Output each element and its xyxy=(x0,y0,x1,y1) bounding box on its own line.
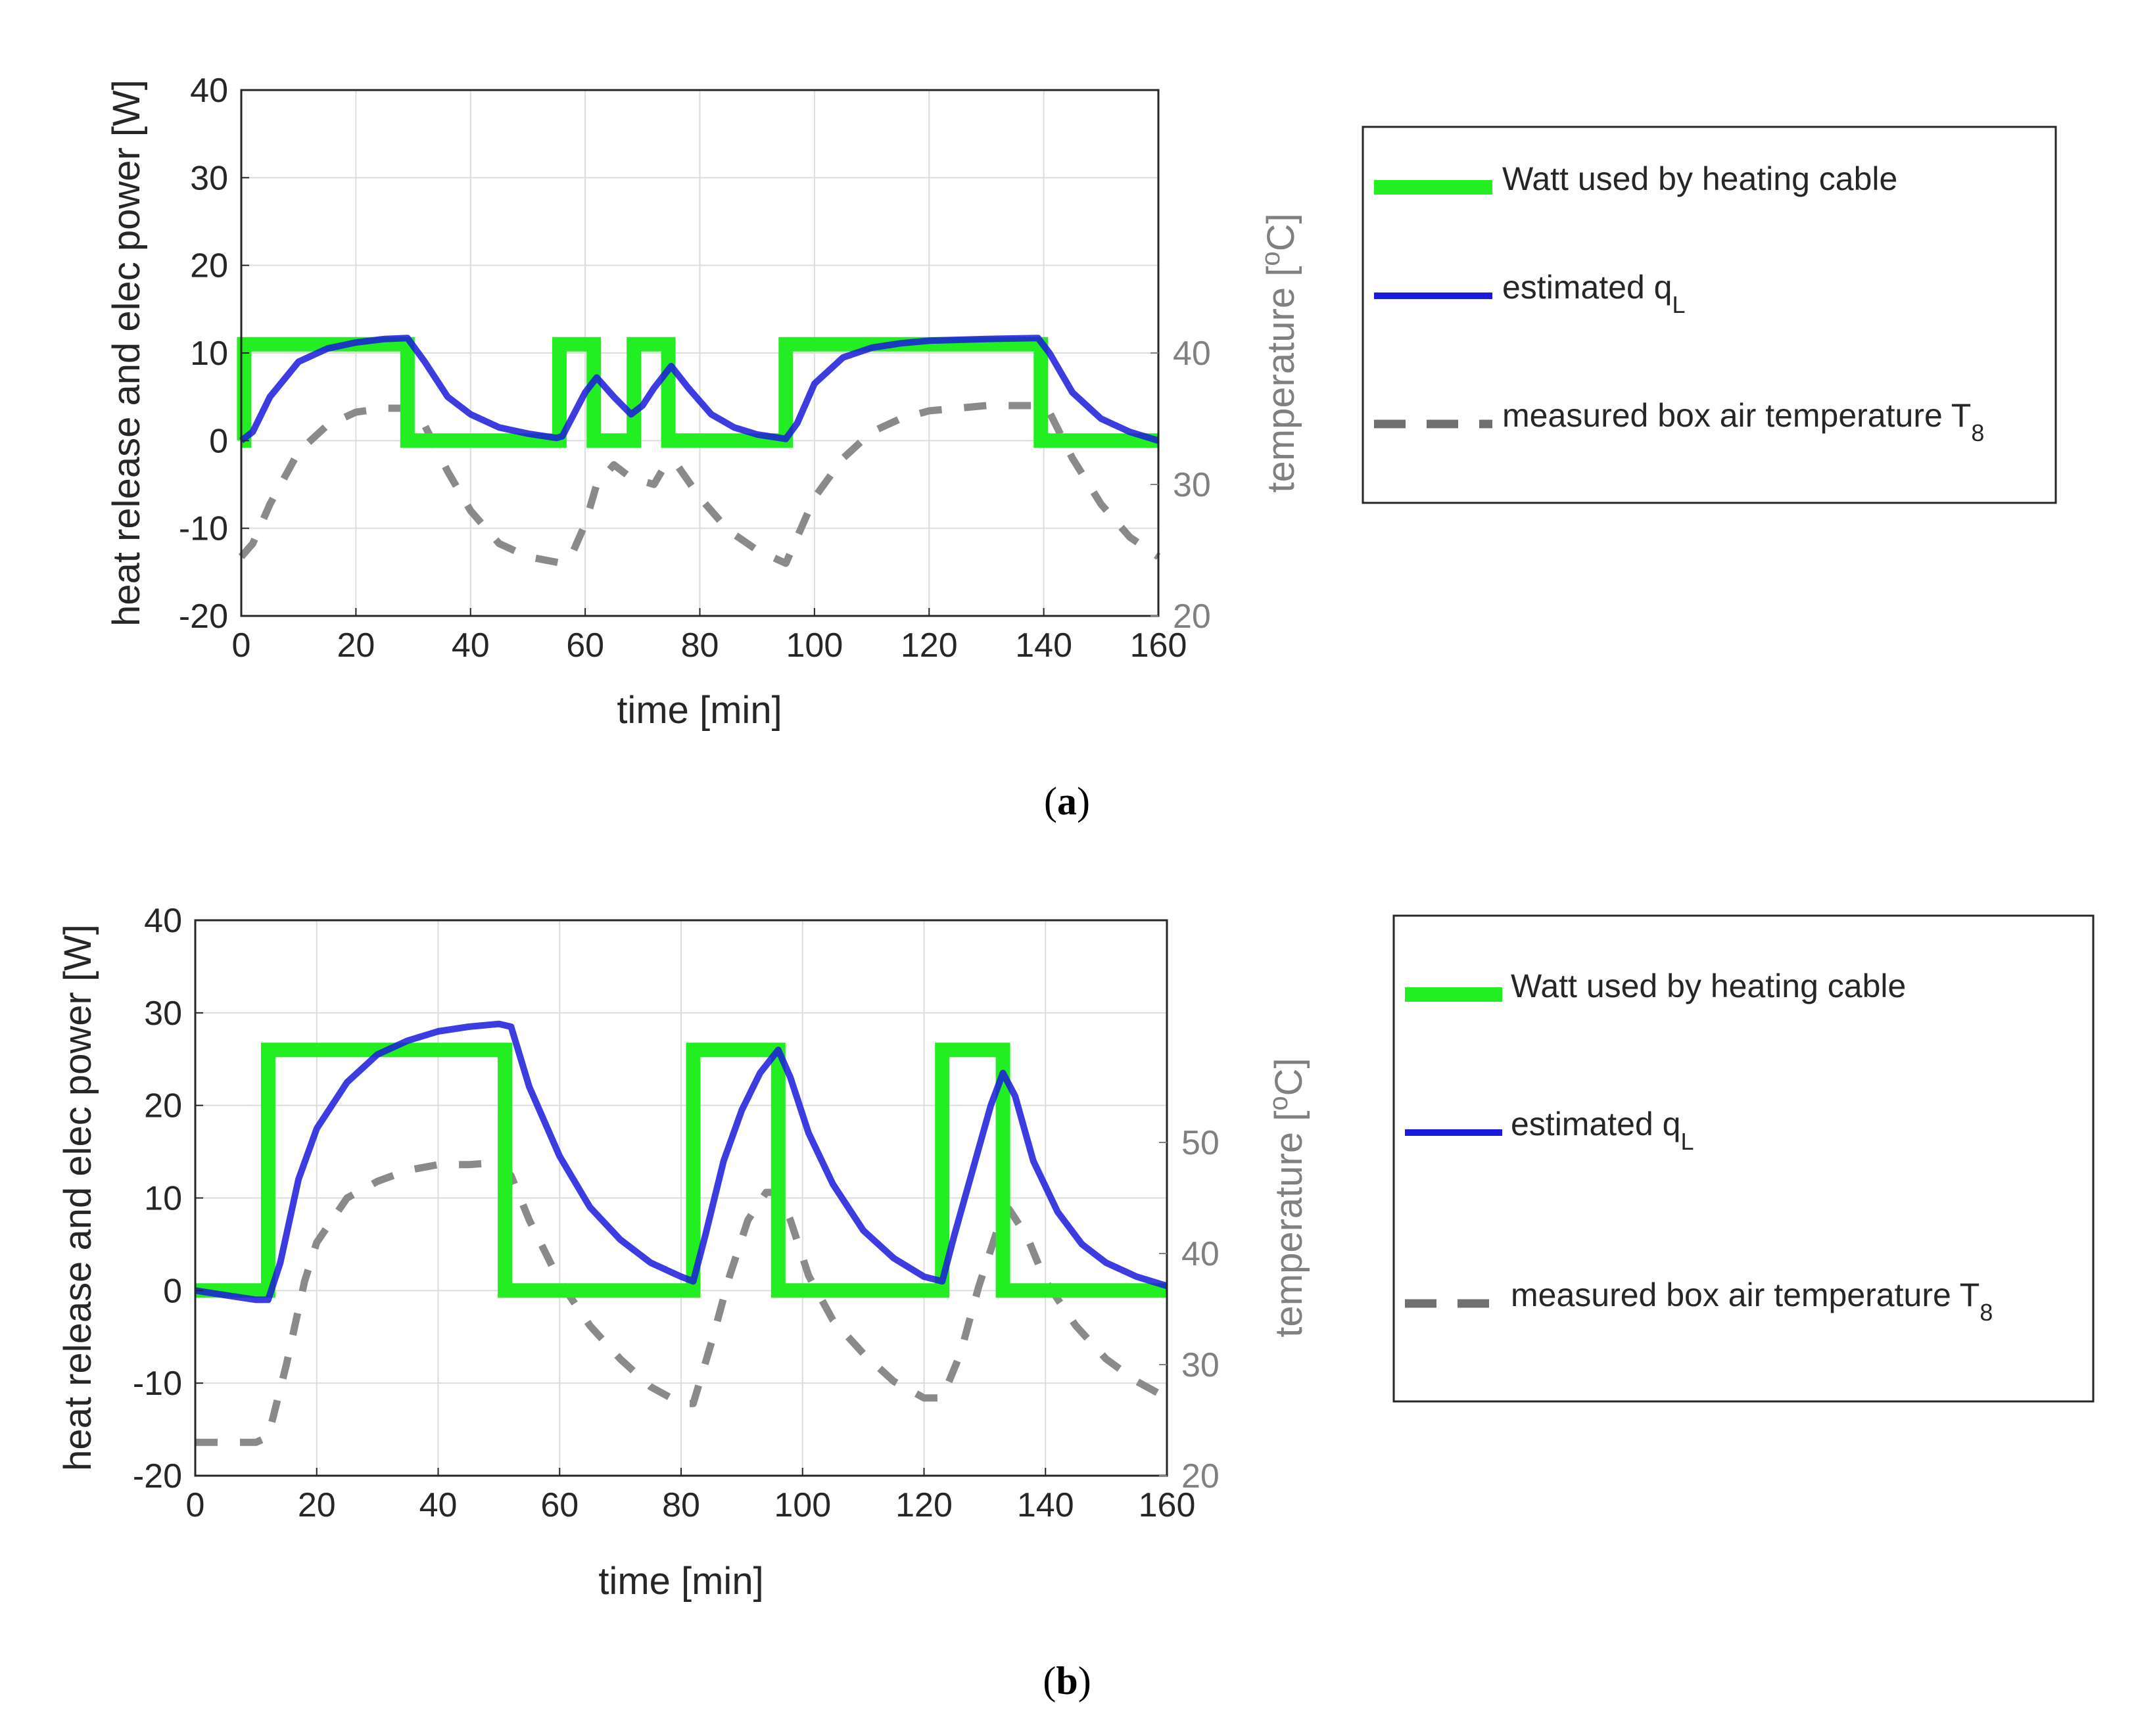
y-tick-labels: -20 -10 0 10 20 30 40 xyxy=(179,72,249,636)
x-tick-label: 60 xyxy=(566,626,604,665)
y-axis-label: heat release and elec power [W] xyxy=(57,924,99,1471)
y2-axis-label: temperature [oC] xyxy=(1264,1058,1310,1337)
caption-b-open: ( xyxy=(1043,1659,1056,1702)
caption-a-open: ( xyxy=(1044,780,1057,823)
legend: Watt used by heating cable estimated qL me… xyxy=(1362,126,2057,504)
y2-axis-label-unit: C] xyxy=(1268,1058,1310,1096)
grid xyxy=(195,920,1167,1476)
series-measured-t8 xyxy=(195,1158,1169,1446)
y2-axis-label-text: temperature [ xyxy=(1268,1111,1310,1338)
x-tick-label: 100 xyxy=(774,1486,831,1524)
y2-axis-label: temperature [oC] xyxy=(1256,213,1302,492)
y-tick-label: -10 xyxy=(179,510,228,548)
grid xyxy=(241,90,1158,616)
y-tick-label: -20 xyxy=(133,1457,182,1495)
series-estimated-ql xyxy=(239,335,1160,444)
x-tick-label: 100 xyxy=(786,626,843,665)
y-tick-labels: -20 -10 0 10 20 30 40 xyxy=(133,902,203,1495)
x-tick-label: 20 xyxy=(298,1486,336,1524)
y-axis-label: heat release and elec power [W] xyxy=(105,80,148,626)
legend-label: Watt used by heating cable xyxy=(1502,160,1897,197)
series-layer xyxy=(195,1020,1169,1446)
chart-panel-b: 0 20 40 60 80 100 120 140 160 -20 -10 0 10 20 30 40 20… xyxy=(57,902,2095,1603)
legend: Watt used by heating cable estimated qL me… xyxy=(1392,914,2095,1403)
y2-tick-label: 50 xyxy=(1181,1124,1220,1162)
series-measured-t8 xyxy=(238,402,1161,567)
y2-tick-label: 20 xyxy=(1181,1457,1220,1495)
x-tick-label: 80 xyxy=(662,1486,700,1524)
legend-label: estimated qL xyxy=(1511,1106,1694,1155)
x-tick-label: 0 xyxy=(232,626,251,665)
x-tick-label: 0 xyxy=(186,1486,205,1524)
x-axis-label: time [min] xyxy=(617,689,782,732)
y-tick-label: 0 xyxy=(209,422,228,460)
x-tick-labels: 0 20 40 60 80 100 120 140 160 xyxy=(232,608,1187,665)
y-tick-label: -20 xyxy=(179,598,228,636)
y2-tick-labels: 20 30 40 50 xyxy=(1159,1124,1220,1495)
y-tick-label: 30 xyxy=(144,995,182,1033)
y2-tick-label: 30 xyxy=(1181,1346,1220,1384)
legend-label: measured box air temperature T8 xyxy=(1502,397,1984,446)
y-tick-label: 20 xyxy=(144,1087,182,1125)
y-tick-label: 0 xyxy=(163,1272,182,1310)
series-estimated-ql xyxy=(195,1020,1168,1303)
x-tick-label: 120 xyxy=(895,1486,953,1524)
x-tick-label: 140 xyxy=(1015,626,1072,665)
caption-b-letter: b xyxy=(1056,1659,1078,1702)
legend-box xyxy=(1392,914,2095,1403)
y-tick-label: 40 xyxy=(190,72,228,110)
y2-tick-labels: 20 30 40 xyxy=(1150,335,1211,636)
y-tick-label: 20 xyxy=(190,247,228,285)
y-tick-label: 40 xyxy=(144,902,182,940)
y2-axis-label-unit: C] xyxy=(1260,213,1302,251)
x-tick-label: 80 xyxy=(681,626,719,665)
x-tick-label: 140 xyxy=(1017,1486,1074,1524)
y-tick-label: -10 xyxy=(133,1365,182,1403)
x-tick-label: 160 xyxy=(1130,626,1187,665)
y2-tick-label: 30 xyxy=(1173,466,1211,504)
y-tick-label: 30 xyxy=(190,159,228,197)
y2-tick-label: 40 xyxy=(1173,335,1211,373)
caption-a: (a) xyxy=(1001,779,1133,824)
legend-label: measured box air temperature T8 xyxy=(1511,1277,1993,1326)
legend-label: estimated qL xyxy=(1502,269,1686,318)
caption-a-letter: a xyxy=(1057,780,1077,823)
x-tick-label: 160 xyxy=(1139,1486,1196,1524)
caption-a-close: ) xyxy=(1077,780,1090,823)
x-tick-label: 40 xyxy=(452,626,490,665)
y-tick-label: 10 xyxy=(144,1180,182,1218)
x-axis-label: time [min] xyxy=(598,1560,763,1603)
caption-b: (b) xyxy=(1001,1658,1133,1704)
x-tick-label: 20 xyxy=(337,626,375,665)
y2-tick-label: 40 xyxy=(1181,1235,1220,1273)
legend-label: Watt used by heating cable xyxy=(1511,968,1906,1004)
series-heating-cable-watt xyxy=(237,337,1158,448)
series-layer xyxy=(237,335,1161,567)
x-tick-label: 40 xyxy=(419,1486,458,1524)
x-tick-label: 120 xyxy=(901,626,958,665)
chart-panel-a: 0 20 40 60 80 100 120 140 160 -20 -10 0 10 20 30 40 20… xyxy=(105,72,2057,732)
y-tick-label: 10 xyxy=(190,335,228,373)
y2-tick-label: 20 xyxy=(1173,598,1211,636)
caption-b-close: ) xyxy=(1078,1659,1091,1702)
y2-axis-label-sup: o xyxy=(1264,1096,1293,1110)
x-tick-labels: 0 20 40 60 80 100 120 140 160 xyxy=(186,1468,1196,1524)
y2-axis-label-sup: o xyxy=(1256,251,1285,266)
x-tick-label: 60 xyxy=(540,1486,579,1524)
series-heating-cable-watt xyxy=(195,1043,1167,1298)
y2-axis-label-text: temperature [ xyxy=(1260,266,1302,493)
